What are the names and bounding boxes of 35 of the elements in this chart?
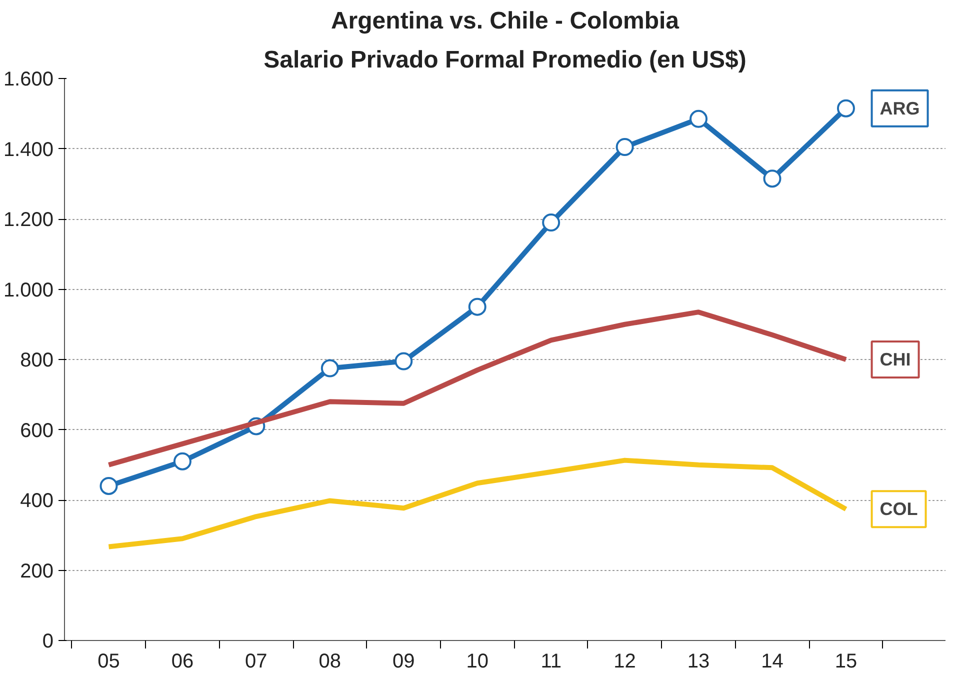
x-tick-label: 10 bbox=[466, 650, 488, 672]
point bbox=[173, 452, 192, 470]
y-tick-label: 1.400 bbox=[3, 138, 54, 161]
series-label: COL bbox=[880, 499, 918, 520]
point bbox=[394, 352, 413, 370]
x-tick-label: 08 bbox=[318, 650, 342, 672]
x-tick-label: 13 bbox=[687, 650, 710, 672]
x-tick-label: 14 bbox=[761, 650, 784, 672]
point bbox=[100, 476, 118, 495]
x-tick-label: 12 bbox=[614, 650, 636, 672]
point bbox=[320, 359, 339, 378]
point bbox=[836, 99, 855, 118]
chart-title: Argentina vs. Chile - Colombia bbox=[330, 8, 680, 34]
series-label: ARG bbox=[880, 98, 920, 118]
x-tick-label: 09 bbox=[392, 650, 415, 672]
point bbox=[542, 214, 560, 232]
y-tick-label: 1.200 bbox=[3, 209, 54, 231]
point bbox=[616, 138, 634, 156]
y-tick-label: 800 bbox=[20, 350, 54, 372]
chart-subtitle: Salario Privado Formal Promedio (en US$) bbox=[264, 46, 746, 74]
x-tick-label: 07 bbox=[245, 650, 268, 672]
y-tick-label: 400 bbox=[20, 490, 54, 512]
x-tick-label: 05 bbox=[98, 650, 120, 672]
point bbox=[690, 110, 708, 128]
point bbox=[468, 298, 486, 316]
y-tick-label: 1.600 bbox=[3, 68, 54, 90]
x-tick-label: 11 bbox=[540, 650, 562, 672]
y-tick-label: 200 bbox=[20, 560, 54, 582]
x-tick-label: 15 bbox=[834, 650, 858, 672]
series-label: CHI bbox=[880, 350, 911, 370]
y-tick-label: 600 bbox=[20, 420, 54, 442]
x-tick-label: 06 bbox=[171, 650, 194, 672]
point bbox=[763, 170, 782, 188]
y-tick-label: 1.000 bbox=[3, 279, 54, 302]
y-tick-label: 0 bbox=[42, 630, 54, 652]
